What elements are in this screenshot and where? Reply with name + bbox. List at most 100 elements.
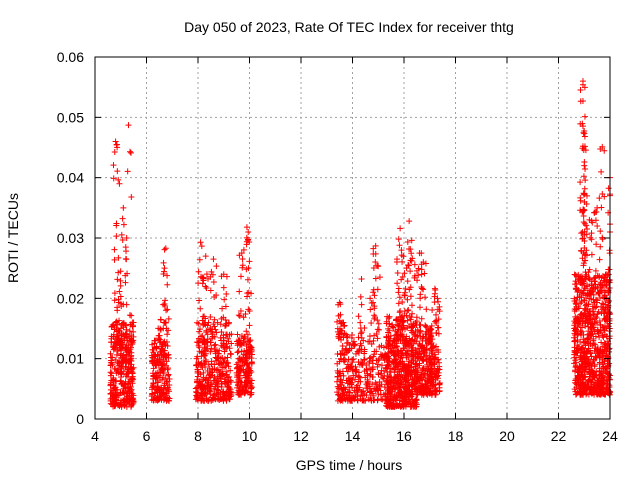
data-point [599,388,606,395]
data-point [400,384,407,391]
data-point [222,303,229,310]
data-point [409,310,416,317]
data-point [586,290,593,297]
data-point [594,377,601,384]
data-point [574,364,581,371]
data-point [588,282,595,289]
data-point [196,297,203,304]
data-point [109,321,116,328]
data-point [357,378,364,385]
data-point [374,317,381,324]
data-point [580,212,587,219]
data-point [367,295,374,302]
data-point [418,285,425,292]
data-point [418,391,425,398]
data-point [244,373,251,380]
data-point [585,269,592,276]
data-point [592,333,599,340]
data-point [394,280,401,287]
data-point [577,381,584,388]
data-point [399,258,406,265]
data-point [123,326,130,333]
data-point [369,373,376,380]
data-point [388,391,395,398]
data-point [380,375,387,382]
data-point [591,318,598,325]
data-point [604,378,611,385]
data-point [403,333,410,340]
data-point [404,238,411,245]
x-tick-label: 20 [499,428,515,444]
data-point [435,324,442,331]
data-point [426,356,433,363]
data-point [335,301,342,308]
data-point [235,312,242,319]
data-point [427,369,434,376]
data-point [576,315,583,322]
data-point [581,348,588,355]
data-point [220,284,227,291]
data-point [415,272,422,279]
data-point [433,319,440,326]
data-point [591,278,598,285]
data-point [575,369,582,376]
data-point [572,271,579,278]
data-point [228,340,235,347]
data-point [165,371,172,378]
data-point [121,356,128,363]
data-point [581,297,588,304]
data-point [593,209,600,216]
data-point [107,390,114,397]
data-point [339,342,346,349]
data-point [155,393,162,400]
data-point [372,379,379,386]
data-point [235,348,242,355]
data-point [409,345,416,352]
data-point [371,332,378,339]
data-point [574,379,581,386]
data-point [397,331,404,338]
data-point [361,346,368,353]
data-point [596,256,603,263]
data-point [395,380,402,387]
data-point [127,148,134,155]
data-point [591,374,598,381]
data-point [418,343,425,350]
data-point [152,375,159,382]
data-point [197,239,204,246]
data-point [583,231,590,238]
data-point [244,293,251,300]
data-point [214,350,221,357]
data-point [197,326,204,333]
data-point [111,256,118,263]
data-point [403,386,410,393]
data-point [113,370,120,377]
data-point [198,243,205,250]
data-point [203,374,210,381]
data-point [579,281,586,288]
data-point [348,345,355,352]
data-point [125,349,132,356]
data-point [369,381,376,388]
data-point [581,387,588,394]
data-point [432,386,439,393]
data-point [201,313,208,320]
data-point [372,258,379,265]
data-point [409,354,416,361]
data-point [199,395,206,402]
data-point [344,333,351,340]
data-point [343,345,350,352]
data-point [408,359,415,366]
data-point [334,383,341,390]
data-point [599,356,606,363]
data-point [573,305,580,312]
data-point [354,392,361,399]
data-point [375,262,382,269]
data-point [334,318,341,325]
data-point [586,386,593,393]
data-point [418,261,425,268]
data-point [243,224,250,231]
data-point [357,330,364,337]
data-point [386,368,393,375]
data-point [378,362,385,369]
